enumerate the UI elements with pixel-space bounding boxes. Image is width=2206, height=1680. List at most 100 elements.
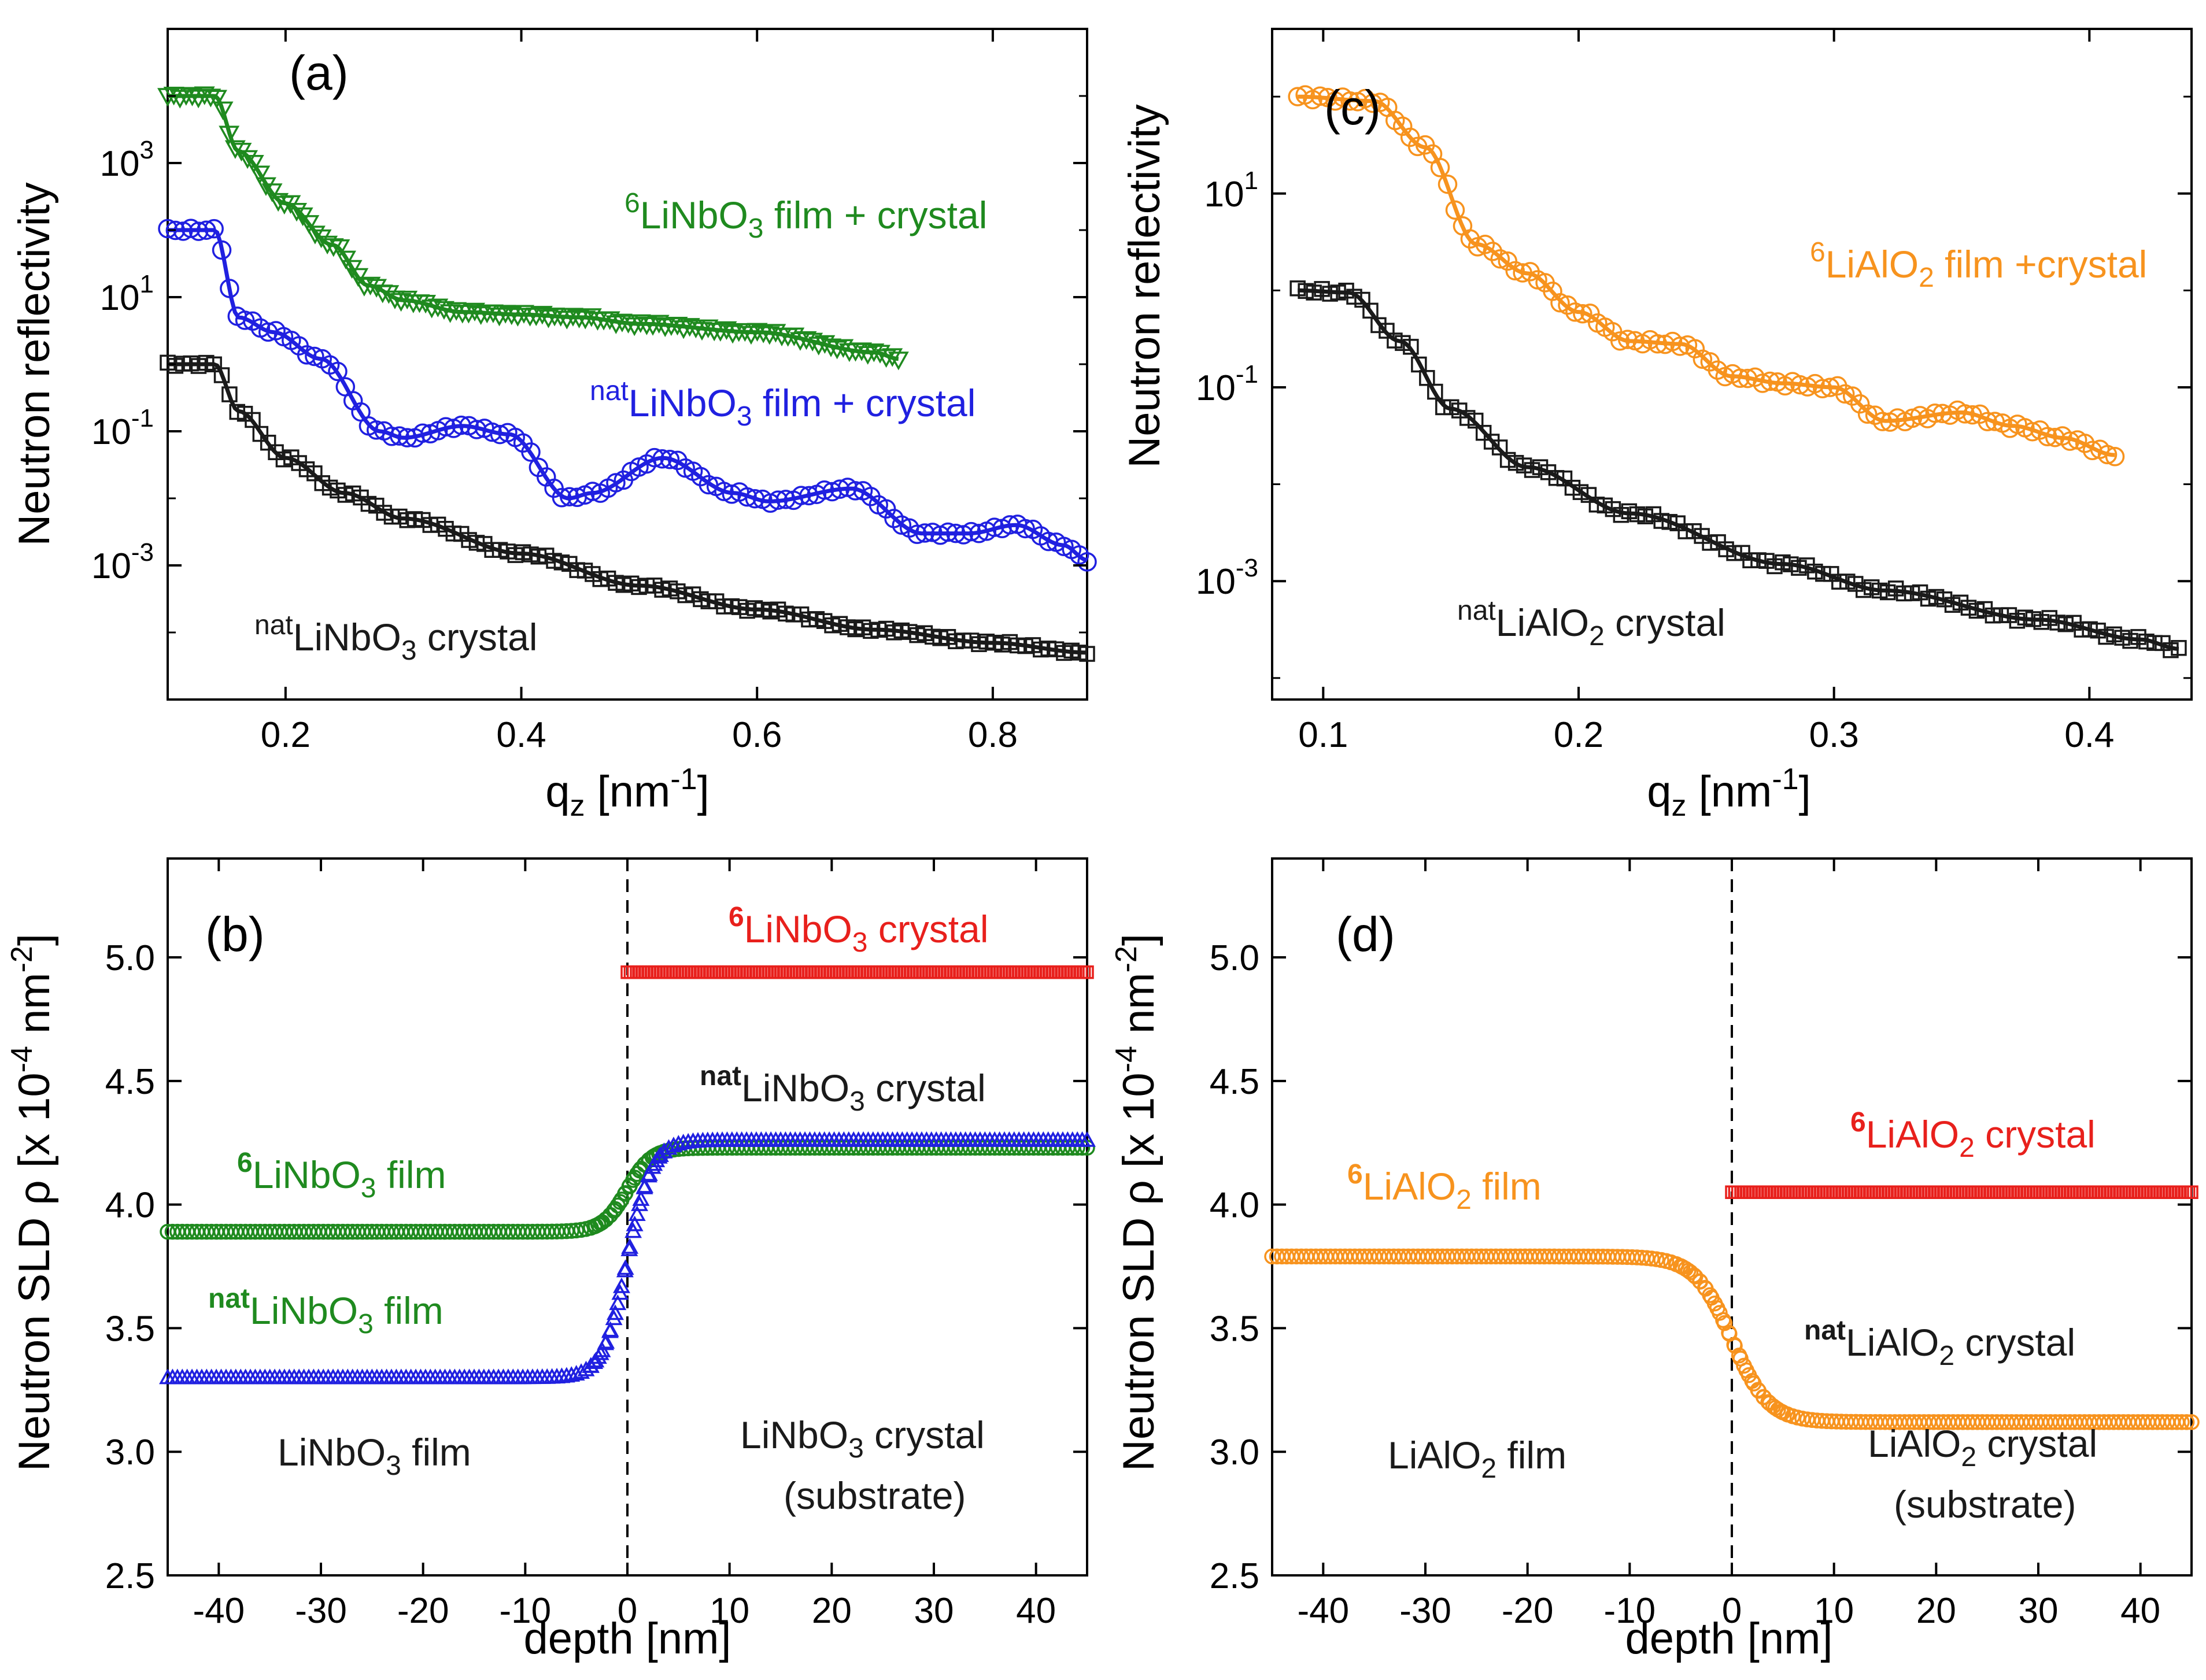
data-point xyxy=(329,239,350,258)
data-point xyxy=(1362,302,1379,319)
data-point xyxy=(1403,339,1419,355)
data-point xyxy=(261,183,283,202)
data-point xyxy=(335,250,356,269)
x-tick-label: 40 xyxy=(2120,1591,2160,1631)
data-point xyxy=(1968,602,1985,619)
data-point xyxy=(1435,399,1451,416)
x-tick-label: 0.2 xyxy=(1554,715,1603,755)
data-point xyxy=(605,1309,623,1326)
fit-line xyxy=(1298,94,2115,457)
data-point xyxy=(421,299,442,319)
data-point xyxy=(2163,642,2179,658)
data-point xyxy=(550,308,571,327)
data-point xyxy=(612,1277,630,1293)
series-6lialo2-film-crystal xyxy=(1288,85,2125,467)
data-point xyxy=(2001,607,2017,623)
annotation-6lialo2-film: 6LiAlO2 film xyxy=(1347,1159,1542,1215)
data-point xyxy=(768,490,788,510)
data-point xyxy=(1580,487,1597,503)
data-point xyxy=(1499,452,1516,468)
data-point xyxy=(582,1357,600,1373)
data-point xyxy=(182,87,203,106)
data-point xyxy=(552,487,572,508)
data-point xyxy=(737,487,757,507)
data-point xyxy=(1572,484,1589,500)
panel-a-label: (a) xyxy=(289,46,349,100)
data-point xyxy=(1790,375,1810,395)
y-tick-label: 2.5 xyxy=(1210,1556,1259,1596)
data-point xyxy=(2122,632,2138,649)
data-point xyxy=(1430,158,1450,177)
data-point xyxy=(1928,589,1945,605)
data-point xyxy=(1483,434,1500,450)
data-point xyxy=(645,447,664,468)
data-point xyxy=(833,339,854,358)
data-point xyxy=(1330,284,1346,301)
data-point xyxy=(458,305,479,324)
data-point xyxy=(814,480,834,500)
series-6lialo2-crystal xyxy=(1725,1185,2198,1199)
data-point xyxy=(464,302,486,322)
data-point xyxy=(2185,1185,2198,1199)
data-point xyxy=(583,482,603,501)
data-point xyxy=(2146,635,2163,651)
data-point xyxy=(1895,585,1912,602)
data-point xyxy=(436,417,456,436)
data-point xyxy=(1738,1362,1754,1379)
series-natlinbo3-film-crystal xyxy=(158,219,1097,572)
data-point xyxy=(1387,332,1403,349)
annotation-lialo2-film: LiAlO2 film xyxy=(1388,1434,1566,1484)
data-point xyxy=(1322,286,1338,302)
data-point xyxy=(219,125,240,145)
series-label-natlialo2-crystal: natLiAlO2 crystal xyxy=(1457,595,1725,652)
data-point xyxy=(679,318,700,337)
data-point xyxy=(397,290,418,310)
data-point xyxy=(1548,470,1565,486)
data-point xyxy=(1613,506,1629,523)
data-point xyxy=(2060,431,2080,451)
data-point xyxy=(521,442,541,462)
data-point xyxy=(722,325,744,344)
data-point xyxy=(1702,535,1718,551)
data-point xyxy=(1813,379,1832,398)
data-point xyxy=(1540,464,1557,480)
data-point xyxy=(2130,629,2146,645)
y-tick-label: 4.0 xyxy=(1210,1186,1259,1226)
series-label-natlinbo3-film-crystal: natLiNbO3 film + crystal xyxy=(590,376,975,432)
data-point xyxy=(1498,251,1517,271)
data-point xyxy=(2082,621,2098,638)
data-point xyxy=(1955,404,1975,424)
annotation-lialo2-substrate-crystal: LiAlO2 crystal xyxy=(1868,1422,2097,1472)
data-point xyxy=(575,310,596,330)
data-point xyxy=(2057,616,2074,632)
data-point xyxy=(1483,242,1503,261)
data-point xyxy=(390,293,412,312)
data-point xyxy=(323,238,344,257)
x-tick-label: -10 xyxy=(500,1591,552,1631)
x-tick-label: 40 xyxy=(1016,1591,1056,1631)
data-point xyxy=(1682,1264,1699,1281)
series-label-6lialo2-film-crystal: 6LiAlO2 film +crystal xyxy=(1810,237,2147,293)
y-tick-label: 4.5 xyxy=(1210,1062,1259,1102)
data-point xyxy=(1726,545,1742,561)
data-point xyxy=(1407,136,1428,157)
data-point xyxy=(597,1333,615,1349)
x-tick-label: -20 xyxy=(1502,1591,1554,1631)
data-point xyxy=(538,309,559,328)
data-point xyxy=(1753,373,1772,393)
panel-c-ticks: 0.1 0.2 0.3 0.4 10-3 10-1 101 xyxy=(1196,29,2192,755)
fit-line xyxy=(1298,288,2179,651)
panel-c-marks xyxy=(1288,85,2187,658)
data-point xyxy=(1887,580,1904,597)
data-point xyxy=(722,484,742,504)
data-point xyxy=(1445,200,1465,220)
data-point xyxy=(628,1205,646,1221)
data-point xyxy=(305,346,324,367)
annotation-linbo3-substrate: (substrate) xyxy=(784,1474,966,1517)
data-point xyxy=(1550,293,1570,313)
data-point xyxy=(382,427,402,446)
data-point xyxy=(1932,404,1953,424)
data-point xyxy=(1015,519,1035,539)
data-point xyxy=(753,324,774,343)
data-point xyxy=(1839,573,1856,590)
